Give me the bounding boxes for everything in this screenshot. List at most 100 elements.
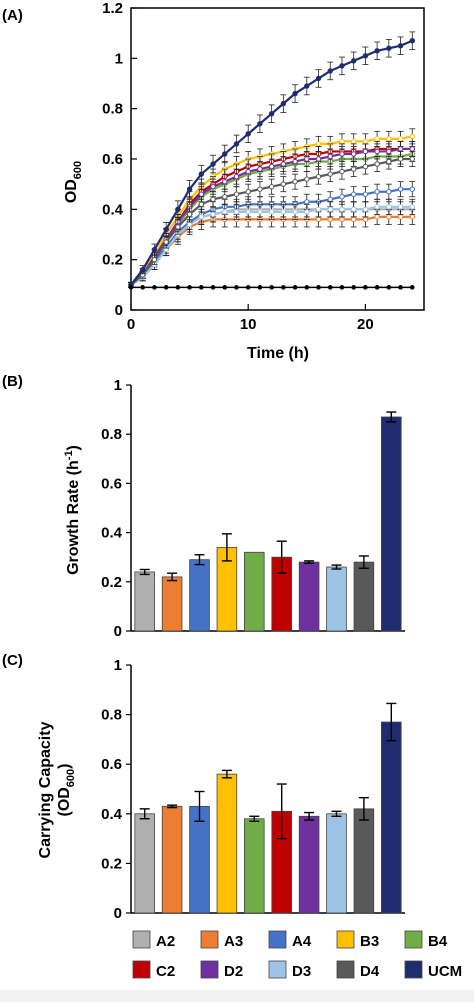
data-point bbox=[374, 48, 380, 54]
x-tick-label: 20 bbox=[357, 316, 374, 333]
legend-item-A2: A2 bbox=[132, 930, 175, 950]
panel-c-bars bbox=[134, 702, 402, 914]
data-point bbox=[198, 201, 205, 208]
data-point bbox=[339, 168, 345, 175]
bar-A4 bbox=[189, 559, 210, 632]
data-point bbox=[409, 133, 415, 140]
data-point bbox=[140, 267, 146, 273]
data-point bbox=[245, 285, 251, 290]
y-tick-label: 0 bbox=[114, 623, 122, 640]
y-tick-label: 0 bbox=[115, 302, 123, 319]
data-point bbox=[234, 285, 239, 290]
growth-rate-text: Growth Rate (h bbox=[65, 460, 82, 575]
legend-item-D2: D2 bbox=[200, 960, 243, 980]
data-point bbox=[386, 204, 392, 210]
bar-A2 bbox=[134, 813, 155, 914]
y-tick-label: 0.4 bbox=[101, 806, 123, 823]
bar-D4 bbox=[353, 808, 375, 914]
legend-swatch bbox=[336, 930, 355, 949]
data-point bbox=[304, 156, 310, 162]
data-point bbox=[280, 161, 287, 167]
data-point bbox=[245, 131, 251, 137]
y-tick-label: 0.4 bbox=[102, 201, 124, 218]
y-tick-label: 1 bbox=[114, 657, 122, 674]
data-point bbox=[397, 136, 404, 142]
legend-swatch bbox=[132, 930, 151, 949]
legend-label: D2 bbox=[224, 963, 243, 980]
legend-label: B4 bbox=[428, 933, 448, 950]
legend-item-D4: D4 bbox=[336, 960, 380, 980]
data-point bbox=[257, 209, 263, 215]
data-point bbox=[350, 166, 357, 172]
data-point bbox=[409, 186, 415, 192]
legend-item-B4: B4 bbox=[404, 930, 448, 950]
data-point bbox=[257, 121, 263, 127]
bar-B3 bbox=[216, 773, 238, 914]
legend-label: A4 bbox=[292, 933, 312, 950]
data-point bbox=[315, 141, 322, 147]
panel-a-y-ticks: 0 0.2 0.4 0.6 0.8 1 1.2 bbox=[102, 0, 137, 319]
y-tick-label: 0 bbox=[114, 905, 122, 922]
panel-a-y-axis-label: OD600 bbox=[63, 161, 84, 203]
y-tick-label: 1.2 bbox=[102, 0, 123, 17]
data-point bbox=[386, 189, 392, 195]
data-point bbox=[398, 285, 403, 290]
cc-open: (OD bbox=[56, 787, 73, 816]
legend-swatch bbox=[132, 960, 151, 979]
data-point bbox=[151, 246, 158, 253]
data-point bbox=[350, 206, 357, 213]
data-point bbox=[292, 178, 298, 185]
y-tick-label: 0.2 bbox=[101, 855, 122, 872]
data-point bbox=[339, 151, 345, 157]
bar-A3 bbox=[161, 805, 183, 914]
data-point bbox=[268, 111, 275, 117]
bar-D4 bbox=[353, 561, 375, 632]
data-point bbox=[327, 171, 333, 177]
panel-a-series bbox=[128, 31, 416, 290]
legend-label: B3 bbox=[360, 933, 379, 950]
data-point bbox=[175, 224, 181, 230]
bar-B4 bbox=[244, 818, 265, 914]
legend: A2 A3 A4 B3 B4 C2 D2 D3 D4 UCM bbox=[132, 930, 462, 980]
data-point bbox=[151, 256, 158, 263]
data-point bbox=[152, 285, 157, 290]
legend-item-A3: A3 bbox=[200, 930, 243, 950]
data-point bbox=[397, 204, 404, 210]
data-point bbox=[316, 285, 321, 290]
data-point bbox=[327, 216, 333, 223]
panel-a-x-ticks: 0 10 20 bbox=[127, 304, 374, 333]
data-point bbox=[268, 163, 275, 170]
data-point bbox=[386, 45, 392, 51]
bar-A4 bbox=[189, 805, 210, 914]
data-point bbox=[245, 209, 251, 215]
y-tick-label: 0.6 bbox=[102, 151, 123, 168]
legend-swatch bbox=[336, 960, 355, 979]
data-point bbox=[186, 221, 193, 228]
data-point bbox=[327, 153, 333, 160]
data-point bbox=[374, 148, 380, 155]
data-point bbox=[268, 209, 275, 215]
bar-UCM bbox=[381, 416, 402, 632]
data-point bbox=[339, 138, 345, 145]
data-point bbox=[198, 191, 205, 197]
series-D3 bbox=[128, 198, 416, 288]
data-point bbox=[350, 138, 357, 145]
data-point bbox=[315, 75, 322, 82]
legend-swatch bbox=[404, 960, 423, 979]
data-point bbox=[397, 146, 404, 152]
legend-item-C2: C2 bbox=[132, 960, 175, 980]
data-point bbox=[374, 136, 380, 142]
y-tick-label: 1 bbox=[115, 50, 123, 67]
data-point bbox=[386, 214, 392, 220]
data-point bbox=[304, 285, 310, 290]
legend-label: D3 bbox=[292, 963, 311, 980]
legend-swatch bbox=[200, 960, 219, 979]
data-point bbox=[163, 239, 169, 245]
legend-label: D4 bbox=[360, 963, 380, 980]
data-point bbox=[397, 214, 404, 220]
bar-A3 bbox=[161, 576, 183, 632]
data-point bbox=[315, 206, 322, 213]
data-point bbox=[210, 196, 216, 202]
data-point bbox=[233, 173, 240, 180]
